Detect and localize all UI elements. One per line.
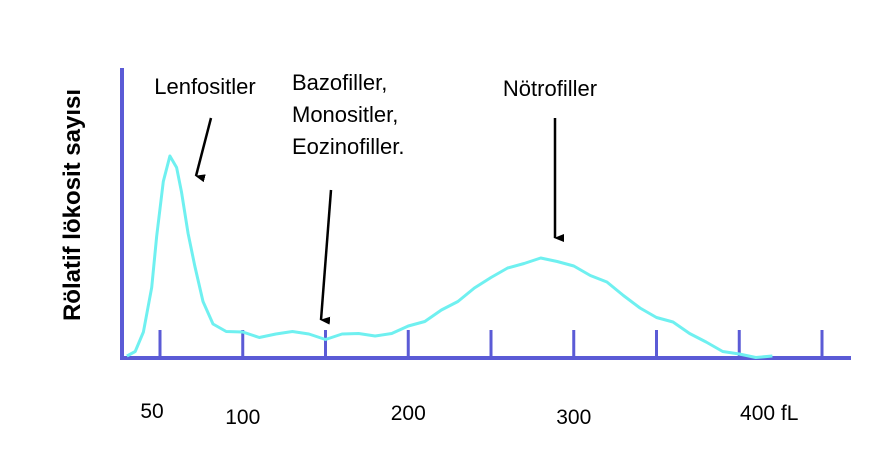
y-axis-label: Rölatif lökosit sayısı: [59, 89, 86, 321]
x-tick-label-0: 50: [140, 400, 163, 423]
x-tick-label-4: 400 fL: [740, 402, 798, 425]
annotation-0-arrow: [194, 117, 213, 183]
x-tick-label-1: 100: [225, 406, 260, 429]
series-line: [126, 154, 773, 359]
annotation-1-line-2: Eozinofiller.: [292, 134, 405, 159]
annotation-1: Bazofiller, Monositler, Eozinofiller.: [292, 70, 405, 325]
annotation-1-line-1: Monositler,: [292, 102, 398, 127]
annotation-1-line-0: Bazofiller,: [292, 70, 387, 95]
x-tick-label-3: 300: [556, 406, 591, 429]
annotation-2: Nötrofiller: [503, 76, 597, 242]
annotations: Lenfositler Bazofiller, Monositler, Eozinof…: [154, 70, 597, 325]
annotation-0-line-0: Lenfositler: [154, 74, 256, 99]
x-tick-label-2: 200: [391, 402, 426, 425]
x-ticks: [158, 330, 824, 358]
x-tick-labels: 50 100 200 300 400 fL: [140, 400, 798, 429]
annotation-2-line-0: Nötrofiller: [503, 76, 597, 101]
annotation-1-arrow: [319, 189, 333, 325]
annotation-0: Lenfositler: [154, 74, 256, 183]
